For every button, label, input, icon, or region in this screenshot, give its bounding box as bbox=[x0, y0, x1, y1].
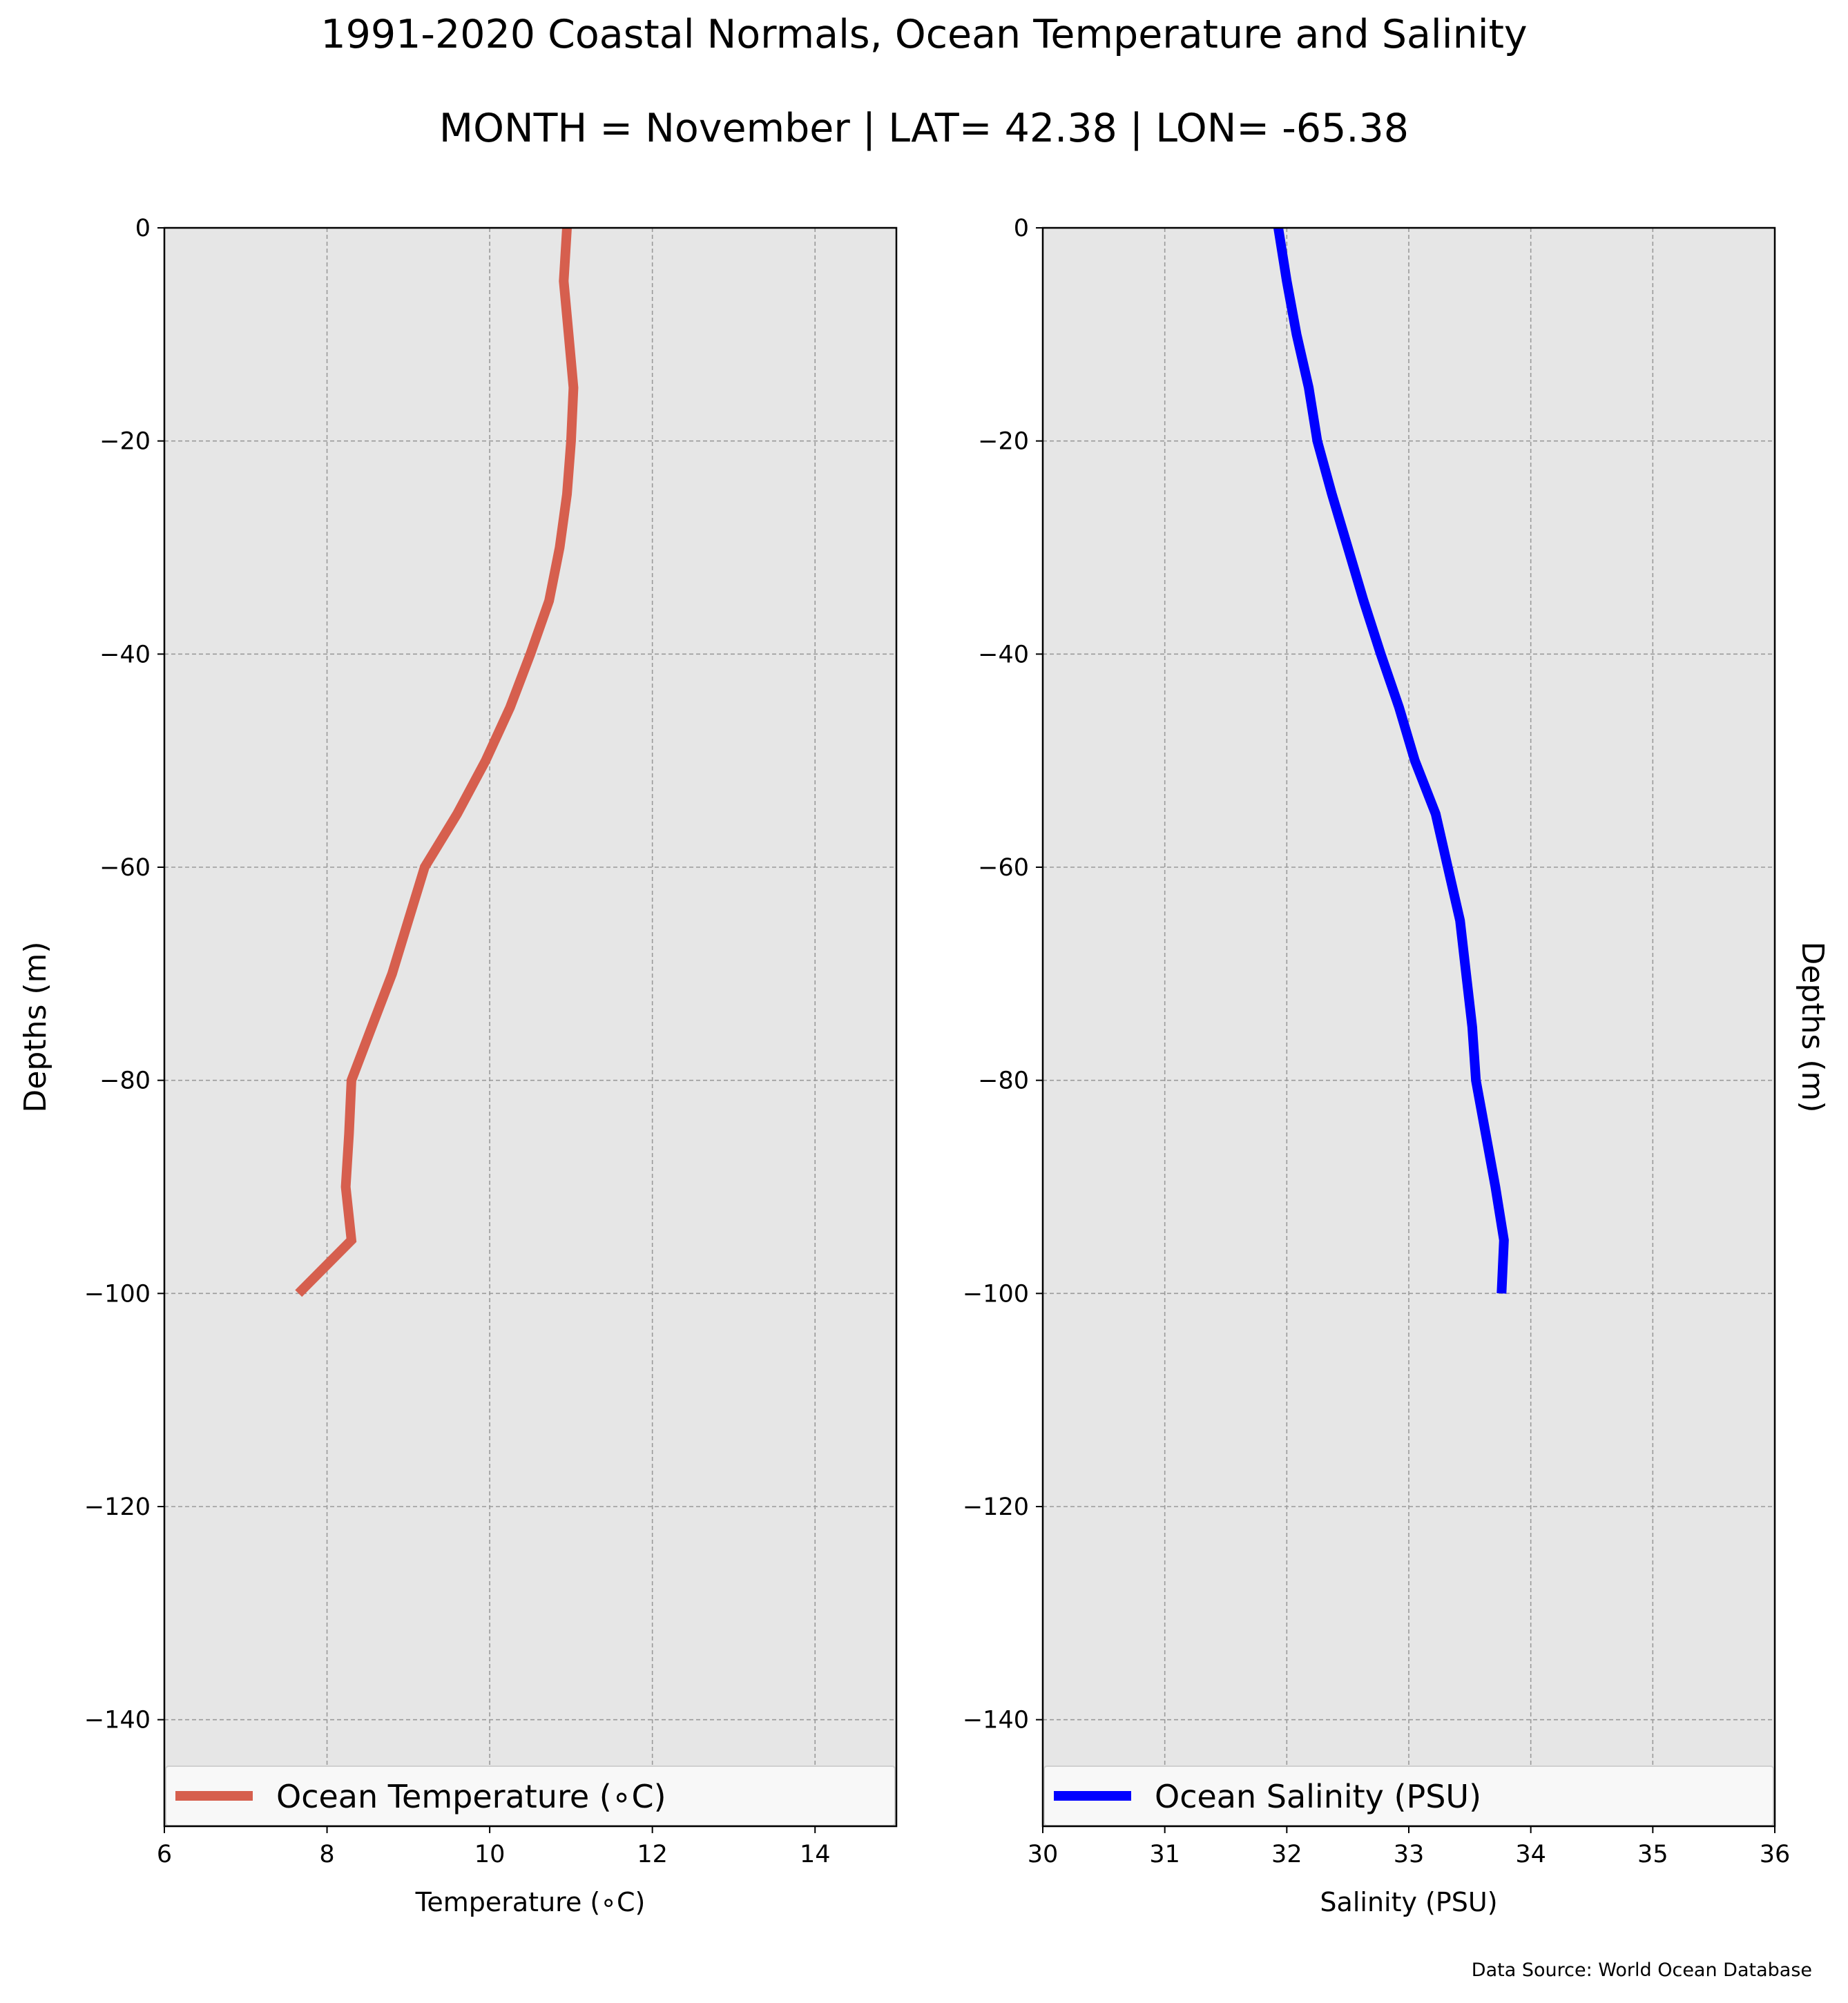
salinity-legend-label: Ocean Salinity (PSU) bbox=[1155, 1778, 1481, 1815]
salinity-y-tick-label: −140 bbox=[963, 1707, 1029, 1734]
chart-subtitle: MONTH = November | LAT= 42.38 | LON= -65… bbox=[439, 106, 1409, 151]
temperature-y-tick-label: 0 bbox=[135, 215, 151, 242]
temperature-y-tick-label: −60 bbox=[99, 854, 151, 882]
temperature-x-tick-label: 14 bbox=[800, 1841, 831, 1868]
temperature-y-tick-label: −80 bbox=[99, 1067, 151, 1095]
temperature-x-tick-label: 12 bbox=[637, 1841, 668, 1868]
temperature-x-tick-label: 10 bbox=[474, 1841, 506, 1868]
salinity-y-tick-label: 0 bbox=[1014, 215, 1029, 242]
temperature-y-tick-label: −100 bbox=[84, 1280, 151, 1308]
salinity-x-tick-label: 30 bbox=[1028, 1841, 1059, 1868]
temperature-y-tick-label: −20 bbox=[99, 428, 151, 456]
temperature-axes-frame bbox=[163, 226, 898, 1828]
temperature-y-axis-label: Depths (m) bbox=[18, 941, 53, 1112]
salinity-x-tick-label: 33 bbox=[1394, 1841, 1425, 1868]
temperature-legend-label: Ocean Temperature (∘C) bbox=[276, 1778, 666, 1815]
salinity-panel: Ocean Salinity (PSU) 30 31 32 33 34 35 36 0 −20 −4… bbox=[963, 215, 1830, 1917]
salinity-y-tick-label: −100 bbox=[963, 1280, 1029, 1308]
temperature-panel: Ocean Temperature (∘C) 6 8 10 12 14 0 −20 −40 −60… bbox=[18, 215, 898, 1917]
data-source-note: Data Source: World Ocean Database bbox=[1471, 1960, 1812, 1981]
salinity-x-tick-label: 32 bbox=[1271, 1841, 1302, 1868]
salinity-plot-area bbox=[1043, 228, 1775, 1826]
salinity-x-axis-label: Salinity (PSU) bbox=[1320, 1887, 1497, 1917]
temperature-series-line bbox=[295, 227, 579, 1297]
temperature-plot-area bbox=[164, 228, 896, 1826]
salinity-series-line bbox=[1273, 226, 1509, 1294]
chart-title: 1991-2020 Coastal Normals, Ocean Tempera… bbox=[320, 12, 1528, 57]
temperature-y-tick-label: −40 bbox=[99, 641, 151, 668]
salinity-x-tick-label: 35 bbox=[1637, 1841, 1668, 1868]
temperature-x-tick-label: 8 bbox=[319, 1841, 334, 1868]
salinity-x-tick-label: 31 bbox=[1149, 1841, 1180, 1868]
salinity-y-tick-label: −40 bbox=[978, 641, 1029, 668]
temperature-y-tick-label: −140 bbox=[84, 1707, 151, 1734]
salinity-y-tick-label: −20 bbox=[978, 428, 1029, 456]
temperature-x-tick-label: 6 bbox=[157, 1841, 172, 1868]
temperature-x-axis-label: Temperature (∘C) bbox=[415, 1887, 646, 1917]
salinity-y-axis-label: Depths (m) bbox=[1795, 941, 1830, 1112]
temperature-y-tick-label: −120 bbox=[84, 1493, 151, 1521]
salinity-y-tick-label: −120 bbox=[963, 1493, 1029, 1521]
salinity-y-tick-label: −60 bbox=[978, 854, 1029, 882]
salinity-x-tick-label: 34 bbox=[1515, 1841, 1546, 1868]
salinity-y-tick-label: −80 bbox=[978, 1067, 1029, 1095]
salinity-x-tick-label: 36 bbox=[1760, 1841, 1791, 1868]
